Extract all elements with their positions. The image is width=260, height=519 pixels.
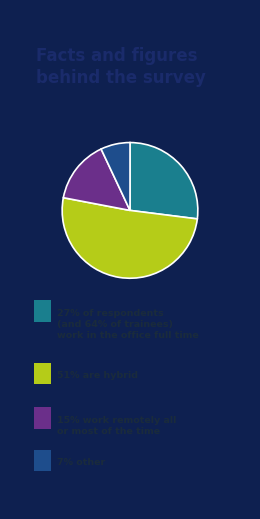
- Wedge shape: [130, 143, 198, 219]
- Text: 51% are hybrid: 51% are hybrid: [57, 371, 138, 380]
- Text: Facts and figures
behind the survey: Facts and figures behind the survey: [36, 48, 206, 87]
- Text: 15% work remotely all
or most of the time: 15% work remotely all or most of the tim…: [57, 416, 177, 436]
- Bar: [34, 407, 51, 429]
- Text: 7% other: 7% other: [57, 458, 106, 467]
- Bar: [34, 363, 51, 384]
- Bar: [34, 300, 51, 322]
- Wedge shape: [62, 198, 197, 278]
- Wedge shape: [101, 143, 130, 210]
- Bar: [34, 449, 51, 471]
- Text: 27% of respondents
(and 64% of trainees)
work in the office full time: 27% of respondents (and 64% of trainees)…: [57, 309, 199, 340]
- Wedge shape: [63, 149, 130, 210]
